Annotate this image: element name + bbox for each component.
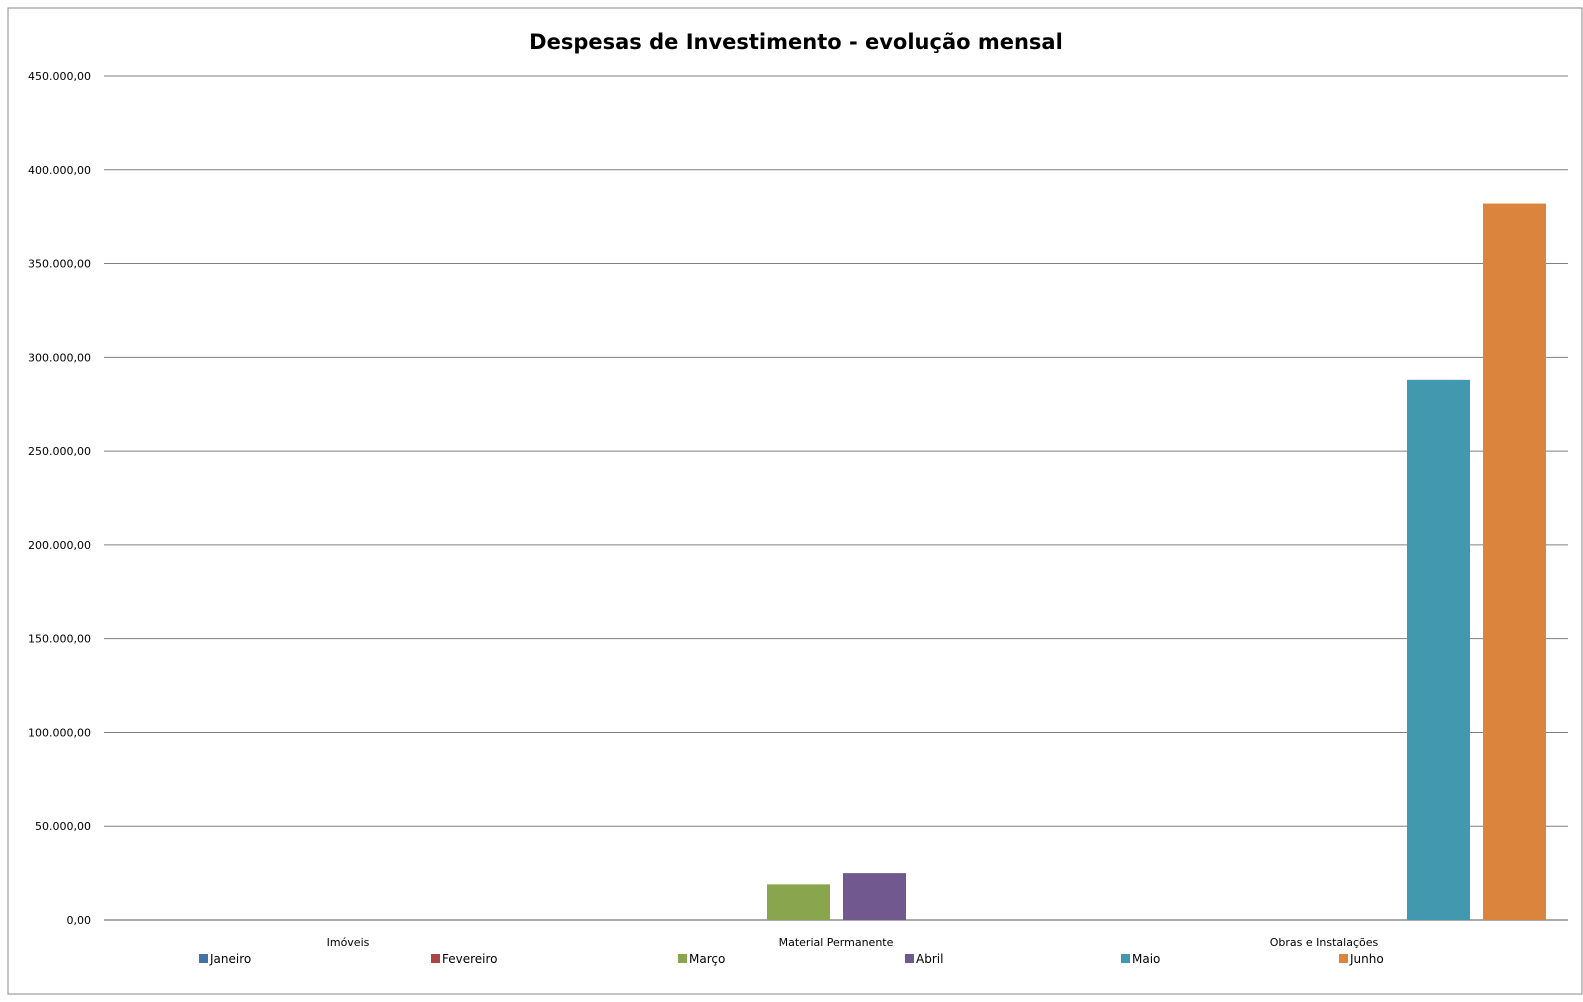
y-tick-label: 350.000,00 (28, 258, 91, 271)
legend-swatch (678, 954, 687, 963)
legend-label: Janeiro (209, 952, 251, 966)
bars (767, 203, 1546, 921)
category-label: Material Permanente (779, 936, 894, 949)
legend-swatch (905, 954, 914, 963)
bar-maio (1407, 379, 1470, 921)
y-tick-label: 0,00 (67, 914, 92, 927)
gridlines (104, 75, 1568, 921)
y-tick-label: 50.000,00 (35, 820, 91, 833)
category-label: Obras e Instalações (1270, 936, 1379, 949)
chart-border (7, 7, 1583, 995)
legend-swatch (199, 954, 208, 963)
legend-label: Fevereiro (442, 952, 498, 966)
y-tick-label: 250.000,00 (28, 445, 91, 458)
legend: Janeiro Fevereiro Março Abril Maio Junho (199, 952, 1384, 966)
bar-junho (1483, 203, 1546, 920)
legend-swatch (1339, 954, 1348, 963)
legend-swatch (431, 954, 440, 963)
y-tick-label: 150.000,00 (28, 633, 91, 646)
y-tick-label: 450.000,00 (28, 70, 91, 83)
y-tick-label: 200.000,00 (28, 539, 91, 552)
y-axis-ticks: 0,00 50.000,00 100.000,00 150.000,00 200.000… (28, 70, 91, 927)
legend-label: Março (689, 952, 725, 966)
bar-abril (843, 873, 906, 920)
bar-março (767, 884, 830, 920)
legend-label: Maio (1132, 952, 1160, 966)
y-tick-label: 400.000,00 (28, 164, 91, 177)
y-tick-label: 100.000,00 (28, 726, 91, 739)
y-tick-label: 300.000,00 (28, 351, 91, 364)
legend-label: Abril (916, 952, 943, 966)
category-labels: Imóveis Material Permanente Obras e Instal… (327, 936, 1379, 949)
category-label: Imóveis (327, 936, 370, 949)
chart-title: Despesas de Investimento - evolução mens… (529, 30, 1063, 54)
legend-swatch (1121, 954, 1130, 963)
legend-label: Junho (1349, 952, 1384, 966)
